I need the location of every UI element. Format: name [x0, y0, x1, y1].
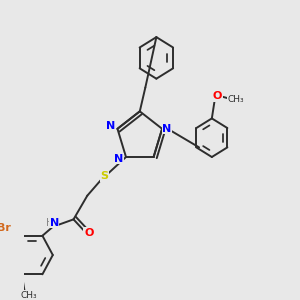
- Text: CH₃: CH₃: [227, 95, 244, 104]
- Text: S: S: [100, 171, 109, 181]
- Text: N: N: [115, 154, 124, 164]
- Text: O: O: [213, 91, 222, 101]
- Text: N: N: [106, 122, 115, 131]
- Text: H: H: [46, 218, 54, 228]
- Text: CH₃: CH₃: [20, 291, 37, 300]
- Text: N: N: [50, 218, 59, 228]
- Text: N: N: [163, 124, 172, 134]
- Text: O: O: [84, 228, 93, 238]
- Text: Br: Br: [0, 223, 11, 233]
